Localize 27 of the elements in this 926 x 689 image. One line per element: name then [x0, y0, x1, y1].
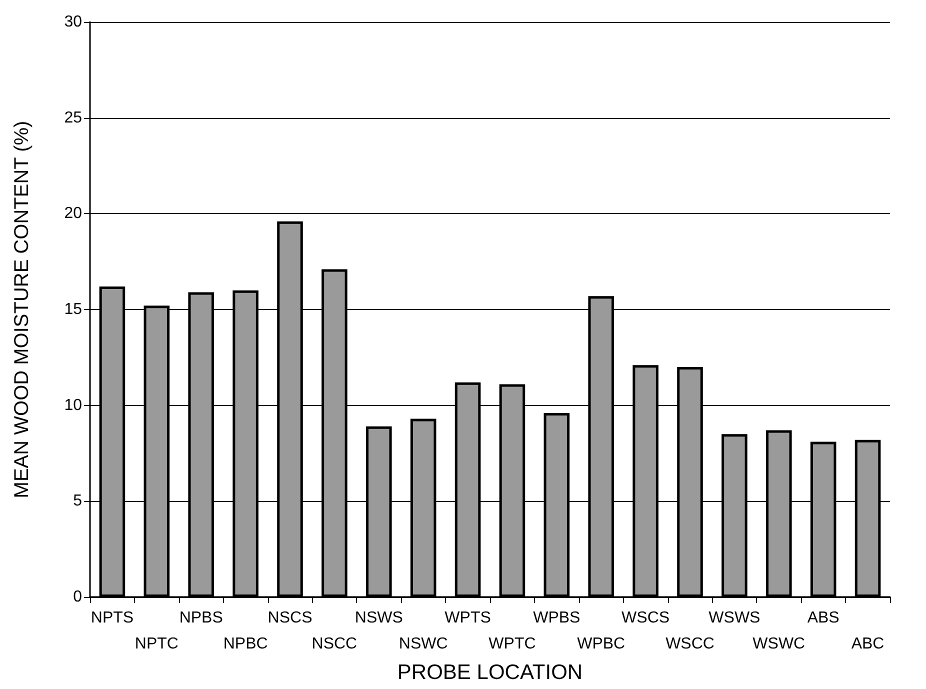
x-tick-label: WPBC — [577, 636, 626, 652]
x-tick-label: WPBS — [533, 610, 580, 626]
x-tick-label: ABS — [807, 610, 840, 626]
x-tick-label: WSCS — [622, 610, 670, 626]
x-tick-label: WSCC — [666, 636, 714, 652]
x-tick-label: NPBS — [179, 610, 223, 626]
x-tick-label: NSWC — [398, 636, 448, 652]
x-axis-title: PROBE LOCATION — [397, 660, 583, 684]
x-tick-label: NPTC — [134, 636, 178, 652]
y-tick-label: 25 — [64, 109, 82, 126]
x-tick-label: ABC — [851, 636, 884, 652]
x-tick-label: WPTS — [444, 610, 491, 626]
x-tick-label: NPBC — [223, 636, 268, 652]
y-tick-label: 15 — [64, 301, 82, 318]
x-tick-label: NSCC — [312, 636, 358, 652]
x-tick-label: NPTS — [90, 610, 134, 626]
y-axis-title: MEAN WOOD MOISTURE CONTENT (%) — [11, 120, 33, 498]
x-tick-label: NSCS — [268, 610, 312, 626]
y-tick-label: 30 — [64, 14, 82, 30]
y-tick-label: 0 — [73, 588, 82, 606]
y-tick-label: 20 — [64, 205, 82, 222]
x-tick-label: NSWS — [354, 610, 403, 626]
x-tick-label: WSWS — [708, 610, 760, 626]
x-tick-label: WPTC — [488, 636, 536, 652]
y-tick-label: 5 — [73, 492, 82, 510]
y-tick-label: 10 — [64, 396, 82, 414]
x-tick-label: WSWC — [752, 636, 806, 652]
